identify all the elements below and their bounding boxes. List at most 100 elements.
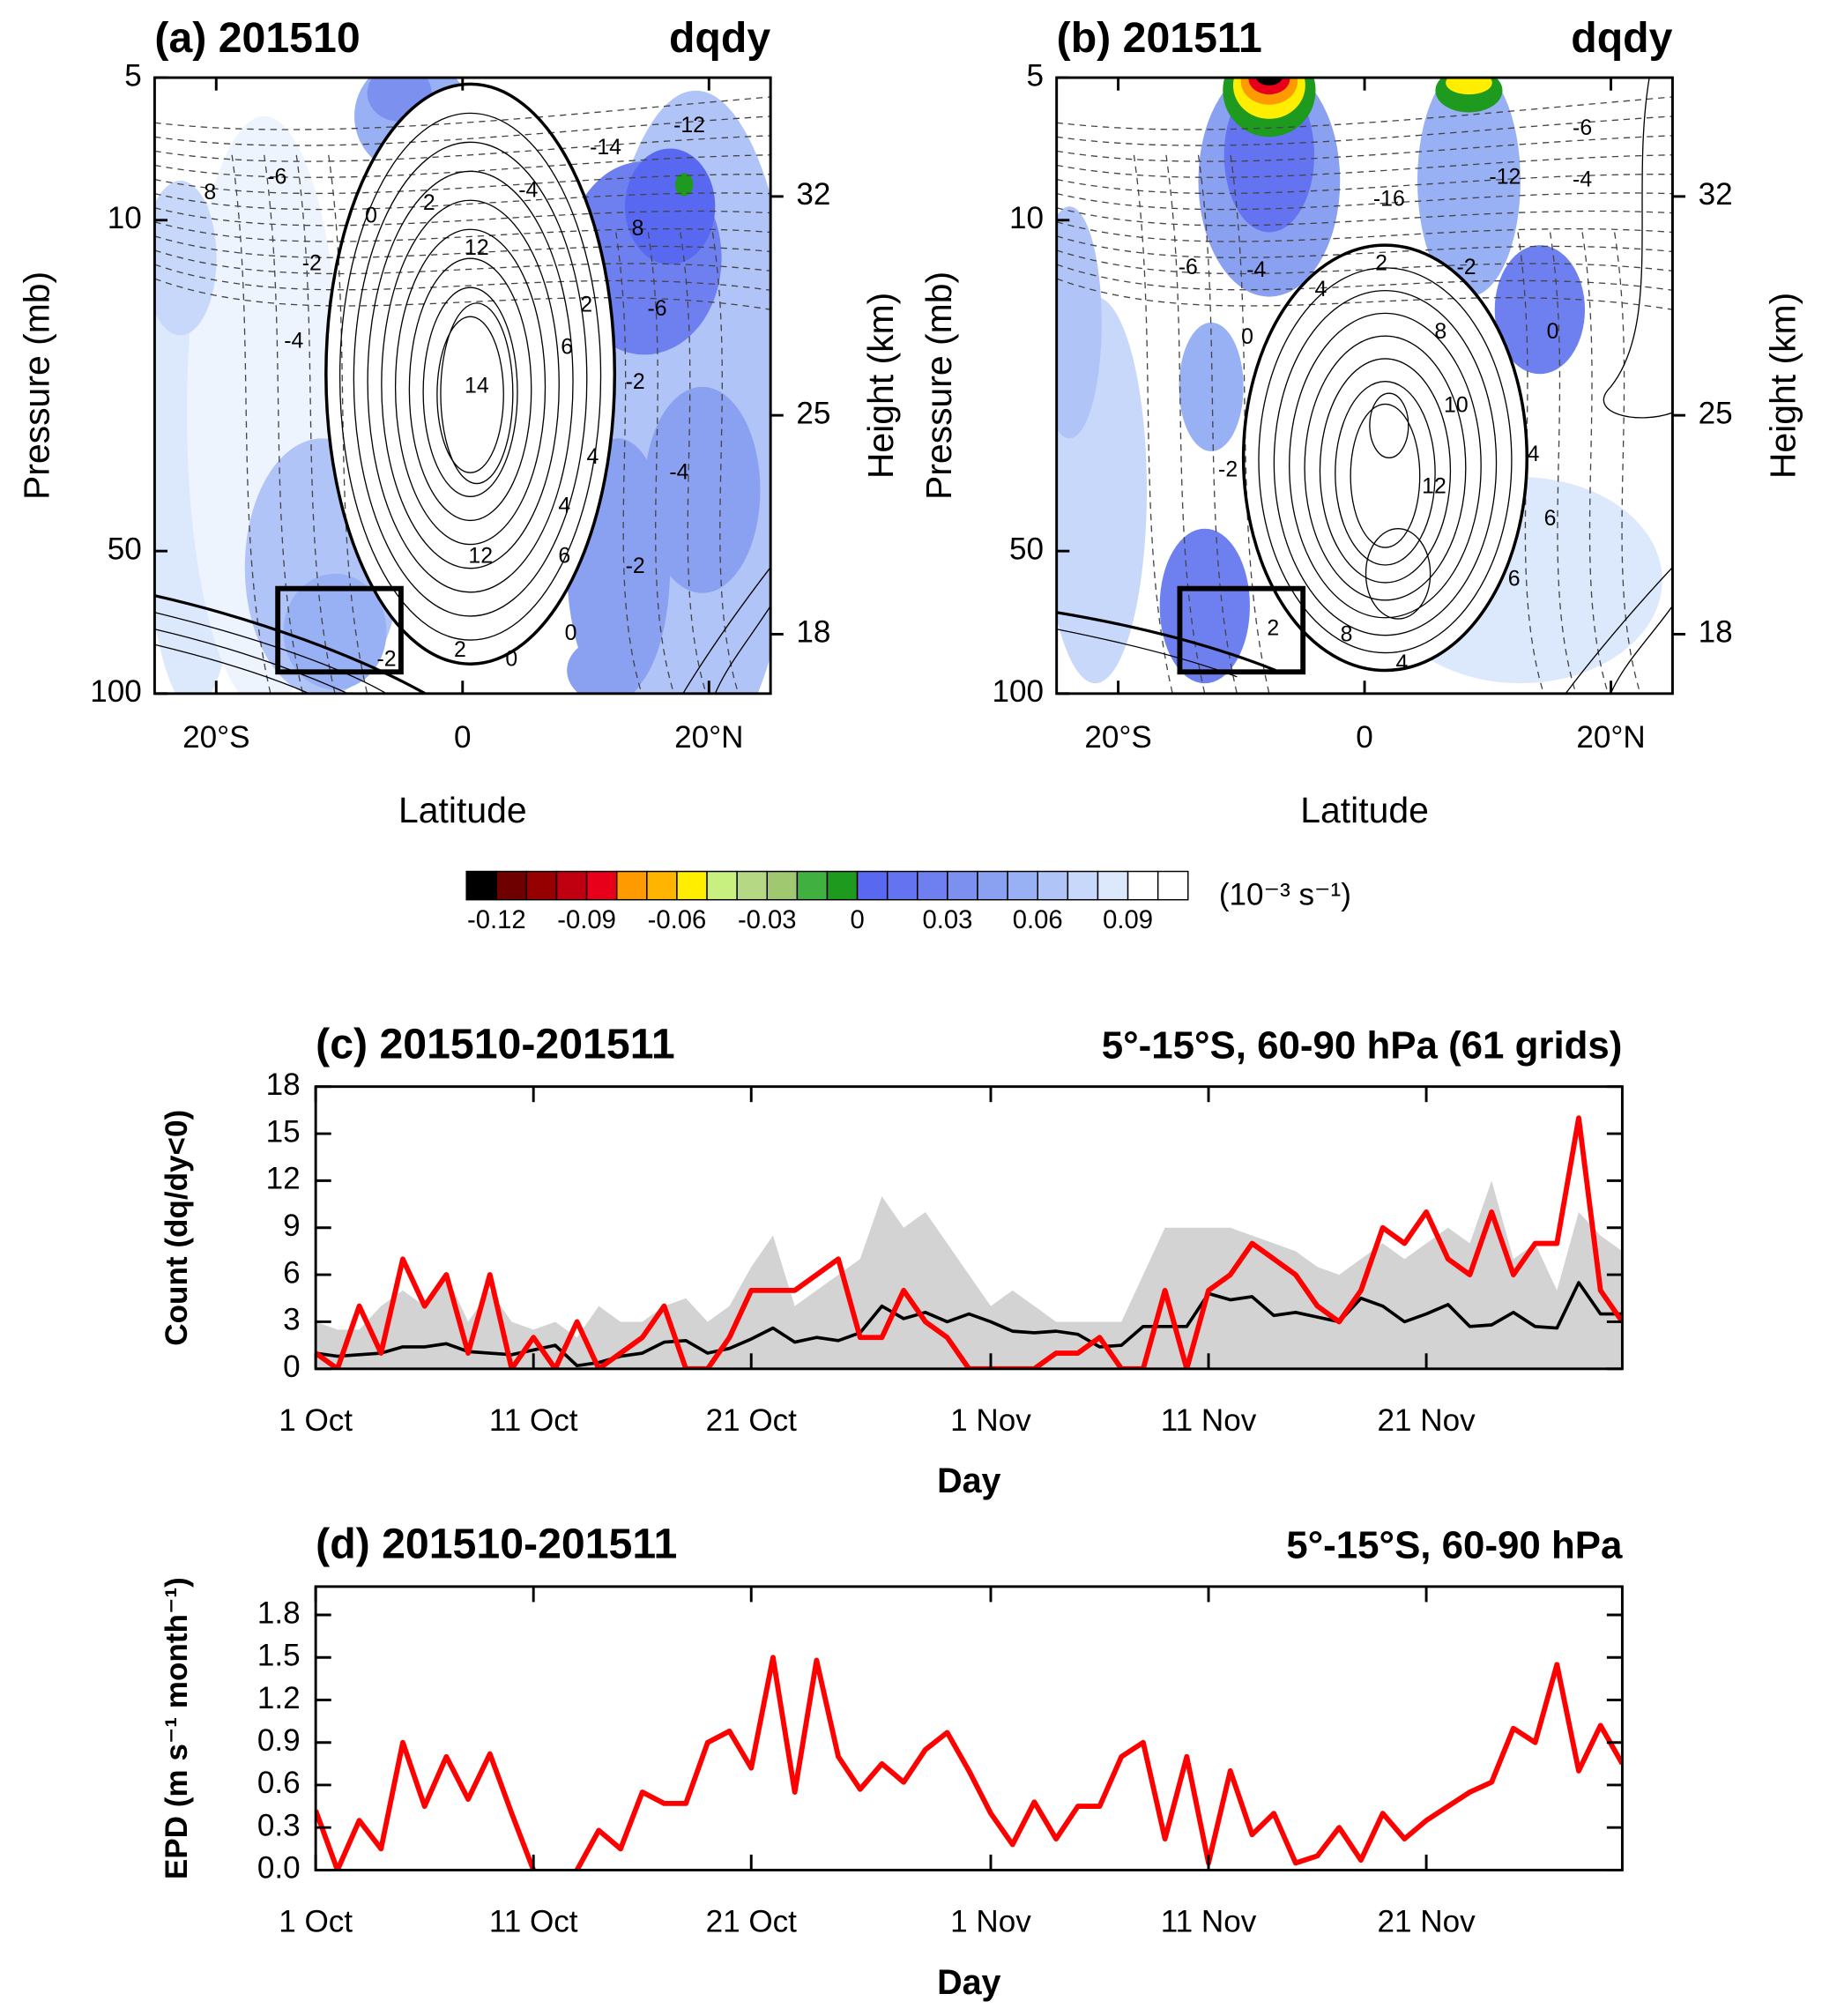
contour-label: 8 — [1341, 623, 1353, 647]
contour — [714, 606, 771, 694]
y-tick-label: 1.2 — [257, 1681, 301, 1715]
contour-label: 2 — [1375, 252, 1387, 276]
contour-label: -6 — [647, 297, 666, 321]
x-tick-label: 11 Oct — [489, 1905, 578, 1939]
chart-title: (d) 201510-201511 — [316, 1521, 677, 1568]
colorbar-tick-label: 0.09 — [1103, 906, 1153, 934]
x-axis-label: Day — [937, 1462, 1000, 1500]
x-tick-label: 21 Nov — [1378, 1403, 1476, 1438]
dashed-contour — [1056, 154, 1673, 178]
contour-label: 6 — [1544, 507, 1557, 531]
plot-area — [316, 1655, 1623, 1871]
contour-label: 6 — [1508, 568, 1521, 591]
x-tick-label: 1 Oct — [279, 1403, 353, 1438]
contour-label: 0 — [505, 647, 517, 671]
colorbar-box — [465, 870, 498, 901]
x-axis-label: Latitude — [398, 790, 527, 830]
contour-label: 6 — [561, 336, 573, 360]
contour — [338, 112, 602, 641]
dashed-contour — [1056, 207, 1673, 227]
y2-axis-label: Height (km) — [860, 293, 901, 479]
y-tick-label: 5 — [1027, 58, 1045, 93]
dashed-contour — [680, 232, 707, 694]
colorbar-box — [977, 870, 1008, 901]
series-line — [316, 1655, 1623, 1871]
y-tick-label: 10 — [1009, 201, 1044, 235]
contour-label: 12 — [468, 544, 493, 568]
dashed-contour — [154, 115, 771, 146]
colorbar-box — [766, 870, 799, 901]
y-tick-label: 0.3 — [257, 1808, 301, 1842]
colorbar-box — [917, 870, 948, 901]
dashed-contour — [328, 154, 368, 694]
dashed-contour — [1056, 96, 1673, 130]
contour-label: 0 — [565, 621, 577, 645]
contour — [367, 170, 574, 593]
contour-label: -4 — [284, 329, 303, 353]
contour-label: 14 — [465, 374, 489, 398]
contour-label: 8 — [204, 181, 216, 205]
x-tick-label: 11 Nov — [1161, 1905, 1257, 1939]
x-tick-label: 11 Oct — [489, 1403, 578, 1438]
y-axis-label: Count (dq/dy<0) — [160, 1110, 194, 1346]
dashed-contour — [264, 154, 304, 694]
y-tick-label: 0.0 — [257, 1851, 301, 1886]
plot-area — [316, 1115, 1623, 1369]
series-line — [316, 1115, 1623, 1369]
dashed-contour — [1056, 135, 1673, 162]
contour-label: -16 — [1373, 188, 1405, 212]
contour — [1273, 289, 1498, 636]
dashed-contour — [154, 174, 771, 195]
y-axis-label: Pressure (mb) — [918, 272, 959, 500]
y-tick-label: 0.9 — [257, 1723, 301, 1758]
contour-label: 2 — [580, 293, 592, 316]
contour-label: 8 — [1434, 320, 1446, 344]
region-box — [1177, 585, 1306, 675]
contour-label: -2 — [626, 370, 645, 394]
y2-tick-label: 32 — [796, 177, 830, 212]
contour-label: -12 — [1489, 166, 1521, 190]
contour — [1610, 606, 1673, 694]
chart-title: (b) 201511 — [1057, 14, 1262, 62]
contour — [1304, 335, 1467, 601]
y2-tick-label: 32 — [1699, 177, 1733, 212]
shading — [325, 84, 615, 665]
contour-label: -2 — [302, 252, 322, 276]
contour-label: -12 — [673, 114, 705, 138]
colorbar-tick-label: -0.12 — [467, 906, 526, 934]
chart-subtitle: dqdy — [669, 14, 770, 62]
colorbar-box — [585, 870, 618, 901]
colorbar-box — [646, 870, 678, 901]
y-tick-label: 3 — [283, 1303, 301, 1337]
y-tick-label: 10 — [108, 201, 142, 235]
contour-label: 8 — [632, 217, 644, 241]
y-tick-label: 15 — [266, 1114, 301, 1149]
x-tick-label: 1 Nov — [950, 1905, 1031, 1939]
contour-label: -14 — [590, 136, 621, 160]
y-tick-label: 18 — [266, 1068, 301, 1102]
y-tick-label: 100 — [90, 674, 142, 709]
dashed-contour — [1581, 232, 1609, 694]
contour — [1335, 381, 1436, 566]
dashed-contour — [1197, 154, 1238, 694]
colorbar-box — [796, 870, 829, 901]
y-tick-label: 6 — [283, 1255, 301, 1290]
colorbar-tick-label: -0.03 — [738, 906, 797, 934]
contour — [1369, 392, 1409, 458]
colorbar-box — [495, 870, 528, 901]
colorbar-units: (10⁻³ s⁻¹) — [1219, 878, 1351, 912]
x-tick-label: 0 — [454, 720, 472, 755]
colorbar-box — [826, 870, 859, 901]
contour-label: 10 — [1444, 393, 1469, 417]
contour — [440, 302, 514, 485]
y2-tick-label: 18 — [796, 615, 830, 650]
contour-label: 0 — [1547, 320, 1559, 344]
shading — [1256, 78, 1283, 86]
contour — [1241, 243, 1528, 673]
chart-title: (a) 201510 — [154, 14, 360, 62]
chart-subtitle: 5°-15°S, 60-90 hPa (61 grids) — [1102, 1024, 1623, 1068]
contour-label: 2 — [1267, 616, 1279, 640]
contour-label: 2 — [454, 638, 466, 662]
dashed-contour — [1056, 192, 1673, 211]
